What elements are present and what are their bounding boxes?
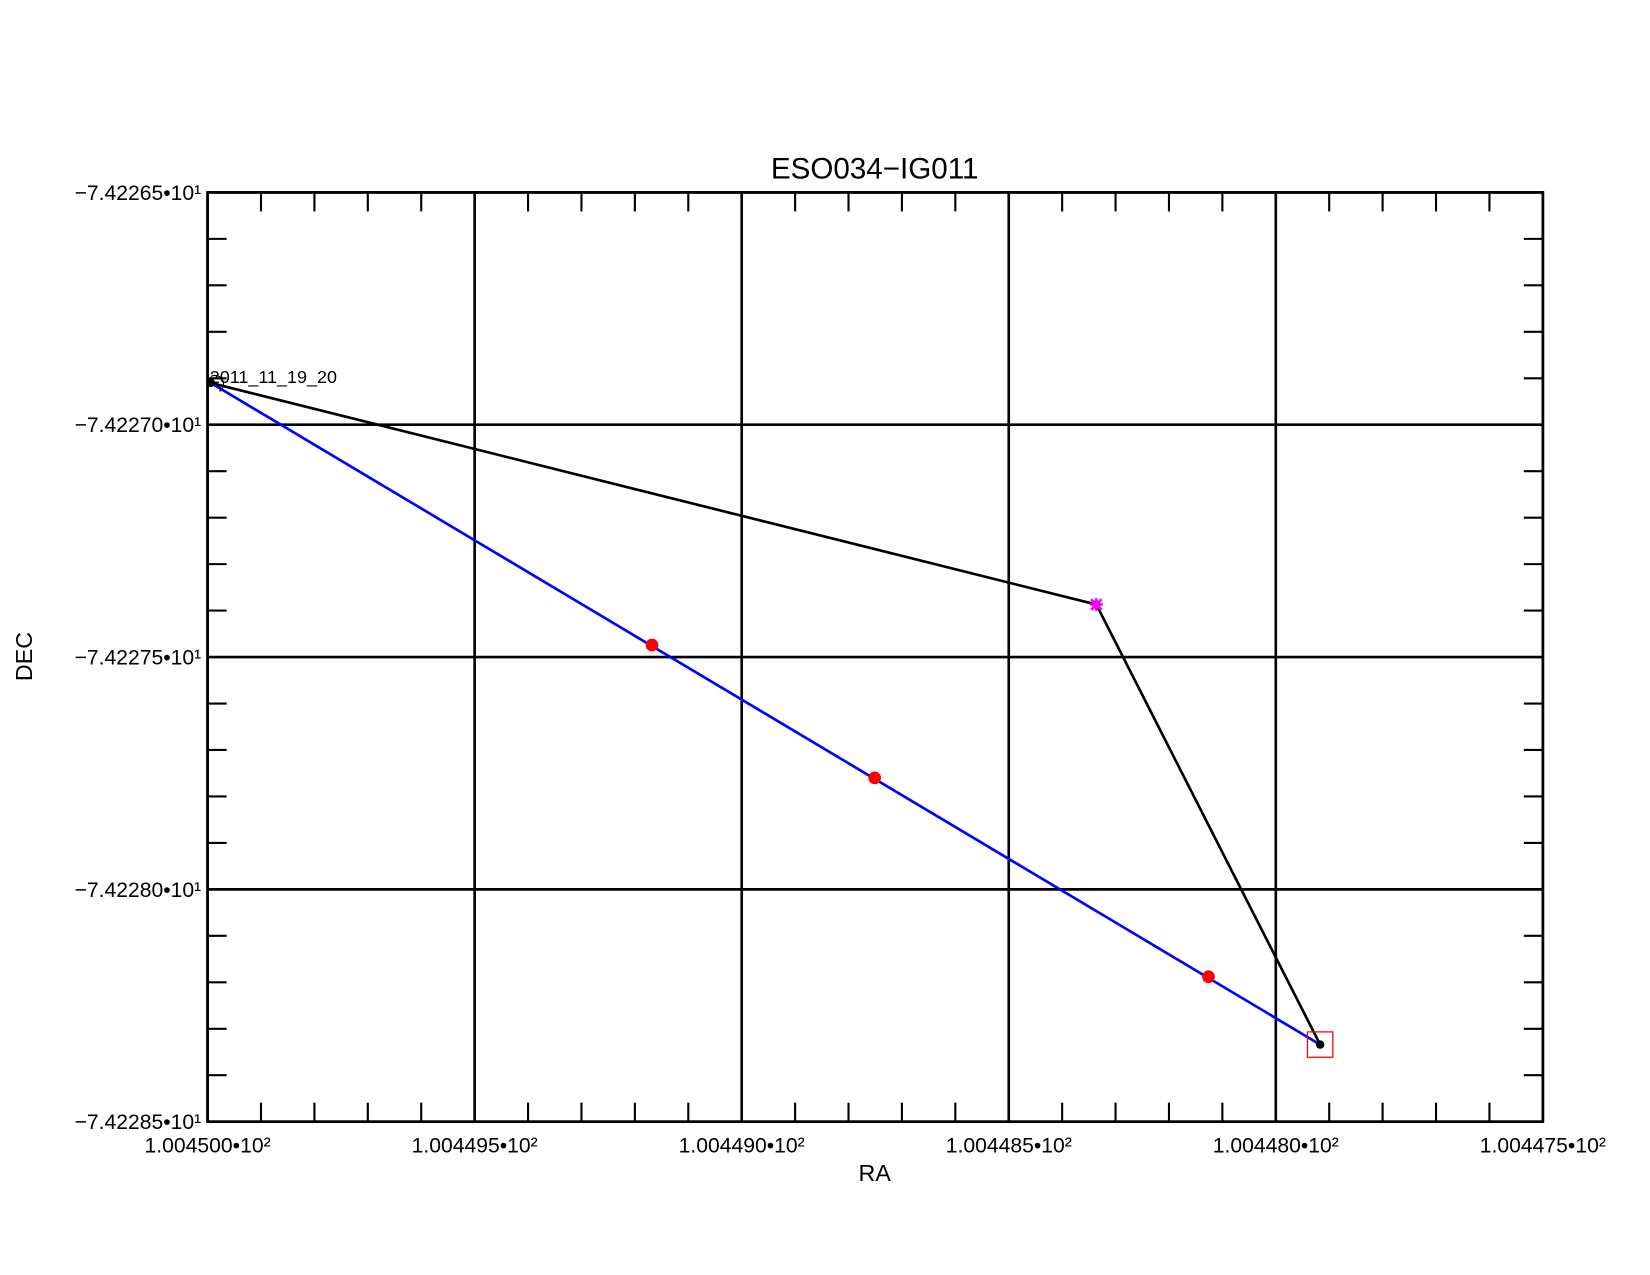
y-axis-label: DEC xyxy=(11,632,37,681)
x-tick-label: 1.004500•10² xyxy=(145,1134,271,1157)
plot-frame xyxy=(206,191,1545,1124)
chart-title: ESO034−IG011 xyxy=(771,153,979,186)
point xyxy=(1202,970,1215,984)
x-tick-label: 1.004495•10² xyxy=(412,1134,538,1157)
point xyxy=(206,378,216,388)
square-point xyxy=(1306,1031,1334,1058)
series-line xyxy=(210,381,1321,1046)
annotation-arc xyxy=(210,374,225,392)
star-point xyxy=(1089,598,1103,611)
y-tick-label: −7.42275•10¹ xyxy=(75,646,202,669)
x-tick-label: 1.004475•10² xyxy=(1480,1134,1606,1157)
y-tick-label: −7.42280•10¹ xyxy=(75,879,202,902)
star-stroke xyxy=(1090,598,1103,611)
point xyxy=(868,771,882,785)
x-tick-label: 1.004480•10² xyxy=(1213,1134,1339,1157)
x-axis-label: RA xyxy=(859,1160,892,1186)
y-tick-label: −7.42265•10¹ xyxy=(75,182,202,205)
x-tick-label: 1.004490•10² xyxy=(679,1134,805,1157)
point xyxy=(1315,1040,1325,1049)
x-tick-label: 1.004485•10² xyxy=(946,1134,1072,1157)
annotation: 2011_11_19_20 xyxy=(210,367,337,388)
y-tick-label: −7.42270•10¹ xyxy=(75,414,202,437)
point xyxy=(645,638,659,652)
y-tick-label: −7.42285•10¹ xyxy=(75,1111,202,1134)
